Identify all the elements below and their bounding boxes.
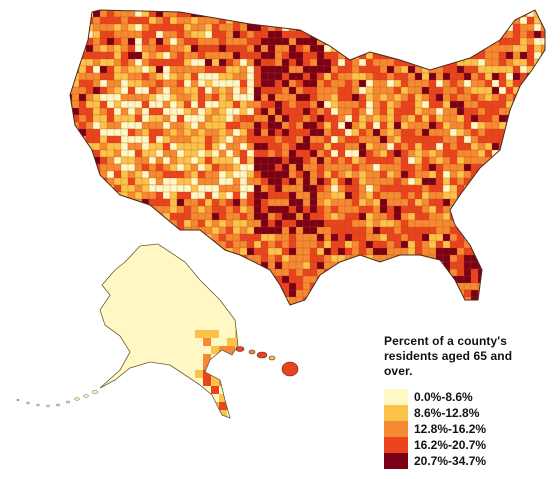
- legend-label: 16.2%-20.7%: [414, 438, 487, 452]
- legend-label: 0.0%-8.6%: [414, 390, 473, 404]
- map-legend: Percent of a county's residents aged 65 …: [384, 334, 554, 469]
- legend-item: 16.2%-20.7%: [384, 437, 554, 453]
- legend-title: Percent of a county's residents aged 65 …: [384, 334, 513, 378]
- legend-label: 8.6%-12.8%: [414, 406, 480, 420]
- legend-swatch: [384, 389, 408, 405]
- aleutian-islands: [16, 390, 99, 408]
- legend-item: 8.6%-12.8%: [384, 405, 554, 421]
- legend-list: 0.0%-8.6% 8.6%-12.8% 12.8%-16.2% 16.2%-2…: [384, 389, 554, 469]
- legend-swatch: [384, 421, 408, 437]
- legend-item: 20.7%-34.7%: [384, 453, 554, 469]
- legend-label: 20.7%-34.7%: [414, 454, 487, 468]
- legend-item: 12.8%-16.2%: [384, 421, 554, 437]
- legend-item: 0.0%-8.6%: [384, 389, 554, 405]
- alaska-region: [16, 243, 239, 419]
- legend-label: 12.8%-16.2%: [414, 422, 487, 436]
- legend-swatch: [384, 437, 408, 453]
- hawaii-region: [235, 346, 299, 377]
- legend-swatch: [384, 453, 408, 469]
- legend-swatch: [384, 405, 408, 421]
